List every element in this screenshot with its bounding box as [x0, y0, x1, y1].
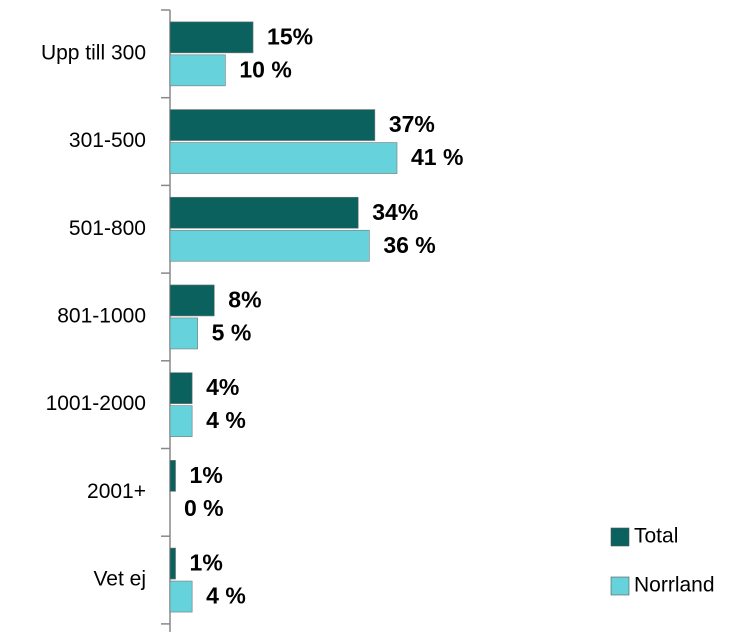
bar — [169, 547, 176, 580]
bar — [169, 580, 193, 613]
bar — [169, 405, 193, 437]
bar — [169, 372, 193, 404]
value-label: 1% — [190, 550, 223, 576]
bar — [169, 196, 359, 229]
category-label: 801-1000 — [57, 304, 146, 327]
value-label: 0 % — [184, 495, 224, 521]
value-label: 15% — [267, 23, 313, 49]
value-label: 4 % — [206, 583, 246, 609]
bar — [169, 229, 370, 262]
value-label: 41 % — [411, 144, 463, 170]
bar — [169, 21, 254, 54]
value-label: 8% — [228, 287, 261, 313]
bar — [169, 109, 376, 141]
value-label: 10 % — [239, 56, 291, 82]
value-label: 1% — [190, 462, 223, 488]
bar — [169, 317, 198, 350]
bar — [169, 54, 226, 87]
bar — [169, 460, 176, 492]
category-label: 2001+ — [87, 480, 146, 503]
bar — [169, 142, 398, 174]
value-label: 34% — [372, 199, 418, 225]
category-label: 1001-2000 — [46, 392, 146, 415]
value-label: 4% — [206, 374, 239, 400]
value-label: 37% — [389, 111, 435, 137]
category-label: Upp till 300 — [41, 41, 146, 64]
value-label: 5 % — [212, 320, 252, 346]
category-label: 301-500 — [69, 129, 146, 152]
legend-label: Total — [634, 525, 678, 548]
value-label: 4 % — [206, 407, 246, 433]
legend-swatch — [610, 576, 630, 596]
category-label: Vet ej — [93, 568, 146, 591]
legend-swatch — [610, 527, 630, 547]
bar — [169, 284, 215, 317]
category-label: 501-800 — [69, 217, 146, 240]
legend-label: Norrland — [634, 574, 715, 597]
value-label: 36 % — [383, 232, 435, 258]
